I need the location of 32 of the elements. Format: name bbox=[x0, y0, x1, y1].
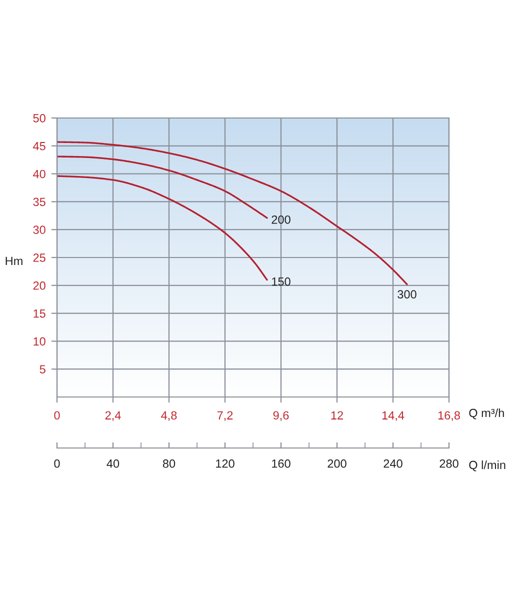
x-tick-label: 2,4 bbox=[105, 411, 121, 421]
x2-tick-label: 200 bbox=[328, 459, 346, 468]
x-tick-label: 4,8 bbox=[161, 411, 177, 421]
y-tick-label: 50 bbox=[33, 114, 46, 122]
x-tick-label: 7,2 bbox=[217, 411, 233, 421]
x2-tick-label: 240 bbox=[384, 459, 402, 468]
y-tick-label: 25 bbox=[33, 254, 46, 262]
x2-tick-label: 80 bbox=[162, 459, 176, 468]
x2-axis-title: Q l/min bbox=[469, 460, 506, 472]
x2-tick-label: 40 bbox=[106, 459, 120, 468]
x-tick-label: 0 bbox=[54, 411, 60, 420]
x-tick-label: 16,8 bbox=[438, 411, 460, 421]
y-tick-label: 15 bbox=[34, 309, 46, 318]
x-tick-label: 12 bbox=[331, 411, 343, 420]
x-tick-label: 9,6 bbox=[273, 411, 289, 421]
y-tick-label: 5 bbox=[40, 365, 46, 374]
y-tick-label: 20 bbox=[33, 281, 46, 290]
x2-tick-label: 120 bbox=[216, 459, 234, 468]
y-axis-title: Hm bbox=[6, 256, 22, 266]
series-label: 300 bbox=[398, 290, 416, 299]
y-tick-label: 40 bbox=[33, 170, 46, 178]
series-label: 150 bbox=[272, 277, 290, 286]
series-label: 200 bbox=[272, 215, 290, 224]
x-tick-label: 14,4 bbox=[382, 411, 404, 421]
x2-tick-label: 280 bbox=[440, 459, 458, 468]
y-tick-label: 35 bbox=[33, 198, 46, 206]
x-axis-title: Q m³/h bbox=[469, 408, 504, 420]
y-tick-label: 30 bbox=[33, 226, 46, 234]
y-tick-label: 45 bbox=[33, 142, 46, 150]
x2-tick-label: 160 bbox=[272, 459, 290, 468]
y-tick-label: 10 bbox=[34, 337, 46, 346]
x2-tick-label: 0 bbox=[54, 459, 60, 468]
